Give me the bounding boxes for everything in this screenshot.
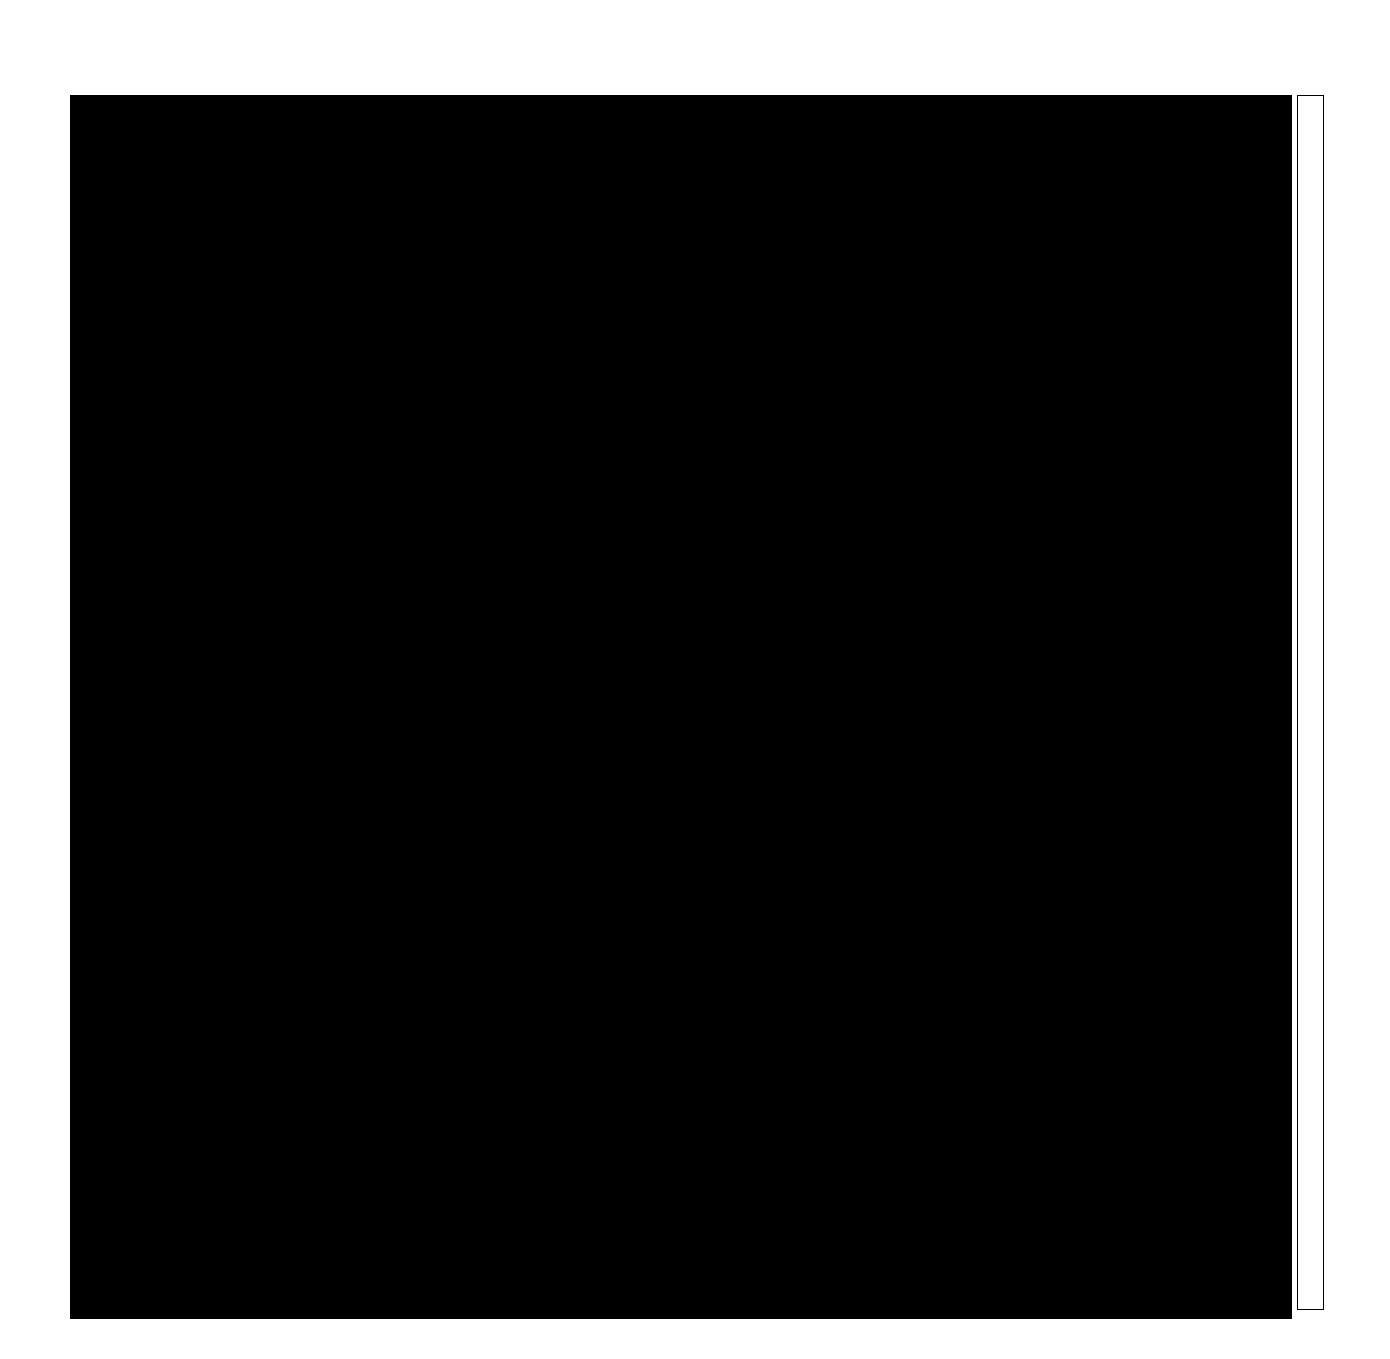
colorbar bbox=[1297, 95, 1324, 1310]
gridlines-canvas bbox=[71, 96, 1291, 1318]
satellite-map bbox=[70, 95, 1292, 1319]
colorbar-gradient-canvas bbox=[1298, 96, 1323, 1309]
